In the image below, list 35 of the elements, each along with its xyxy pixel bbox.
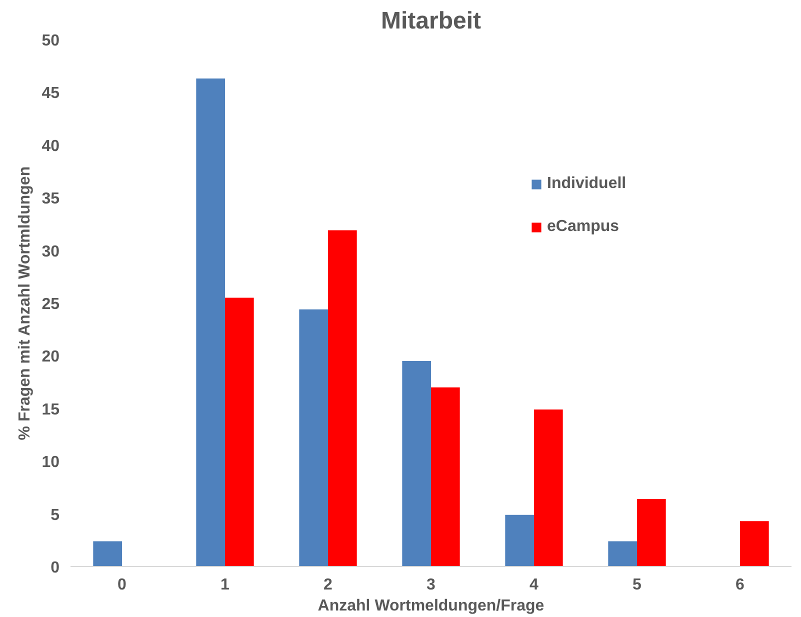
bar [740, 521, 769, 566]
bar [608, 541, 637, 566]
x-tick-label: 1 [220, 576, 230, 594]
y-tick-label: 0 [50, 560, 60, 576]
y-tick-label: 10 [42, 454, 60, 472]
bar [431, 387, 460, 566]
y-tick-label: 50 [42, 32, 60, 50]
x-tick-label: 3 [426, 576, 436, 594]
chart-title: Mitarbeit [380, 8, 482, 34]
bar [328, 230, 357, 566]
y-axis-title: % Fragen mit Anzahl Wortmldungen [16, 166, 34, 440]
legend-label: Individuell [547, 175, 626, 193]
bar [196, 78, 225, 566]
x-tick-label: 0 [118, 576, 127, 594]
y-tick-label: 25 [42, 296, 60, 313]
x-tick-label: 4 [530, 576, 539, 594]
y-tick-label: 15 [42, 401, 60, 418]
bar [637, 499, 666, 566]
bar [225, 298, 254, 566]
bar [299, 309, 328, 566]
y-tick-label: 45 [42, 85, 60, 102]
bar [93, 541, 122, 566]
legend-label: eCampus [547, 218, 620, 236]
x-axis-title: Anzahl Wortmeldungen/Frage [318, 598, 544, 614]
y-tick-label: 40 [42, 138, 60, 155]
y-tick-label: 20 [42, 348, 60, 366]
bar [534, 409, 563, 566]
x-tick-label: 6 [736, 576, 745, 594]
bar [402, 360, 431, 566]
bar [505, 514, 534, 566]
y-tick-label: 5 [50, 506, 60, 524]
y-tick-label: 30 [42, 243, 60, 260]
x-tick-label: 5 [632, 576, 642, 594]
y-tick-label: 35 [42, 190, 60, 208]
x-tick-label: 2 [324, 576, 333, 594]
